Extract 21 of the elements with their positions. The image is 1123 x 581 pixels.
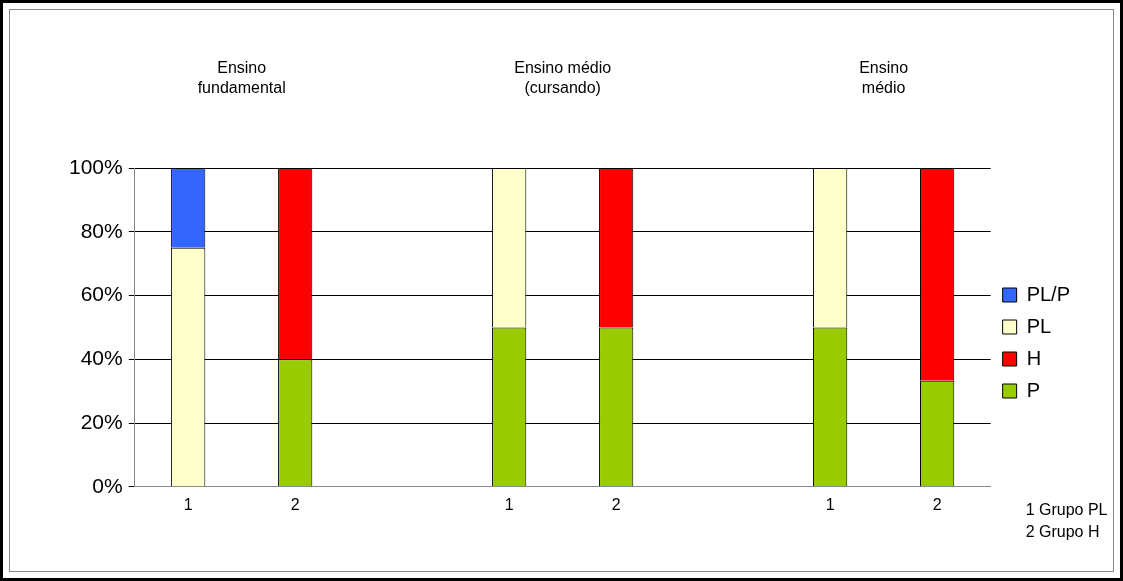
y-tick-label: 40% [80,346,123,370]
text: Ensino médio [859,59,909,96]
legend-label: PL [1026,314,1052,337]
y-tick-label: 0% [92,473,123,497]
x-tick-label: 2 [932,495,942,513]
x-tick-label: 1 [183,495,193,513]
y-tick-label: 100% [68,154,123,178]
text: Ensino fundamental [197,59,286,96]
x-tick-label: 1 [825,495,835,513]
text: Ensino médio (cursando) [514,59,612,96]
x-tick-label: 2 [290,495,300,513]
text: 1 Grupo PL [1025,501,1108,519]
text: 2 Grupo H [1025,523,1100,541]
legend-label: H [1026,346,1042,369]
legend-label: PL/P [1026,282,1070,305]
x-tick-label: 2 [611,495,621,513]
y-tick-label: 20% [80,409,123,433]
y-tick-label: 80% [80,218,123,242]
x-tick-label: 1 [504,495,514,513]
legend-label: P [1026,378,1040,401]
y-tick-label: 60% [80,282,123,306]
